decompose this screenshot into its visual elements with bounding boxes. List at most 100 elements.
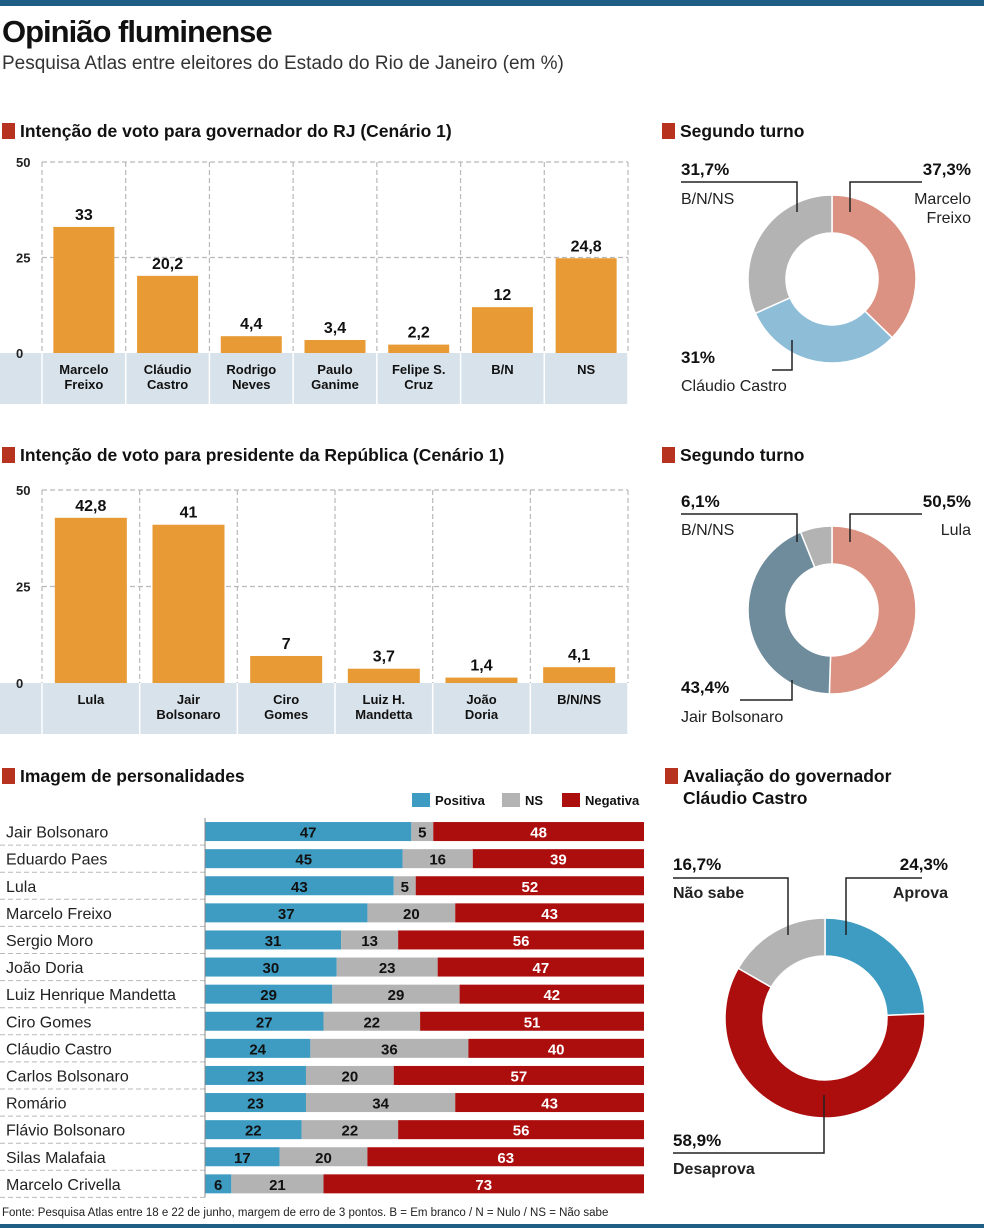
leader-line xyxy=(740,680,793,701)
stacked-segment-positiva xyxy=(205,1147,280,1167)
segment-value-label: 56 xyxy=(513,1123,530,1140)
segment-value-label: 5 xyxy=(418,825,426,842)
bar xyxy=(220,336,282,353)
row-name-label: Romário xyxy=(6,1096,67,1113)
section-governador-label: Intenção de voto para governador do RJ (… xyxy=(20,121,452,141)
segment-value-label: 20 xyxy=(315,1150,332,1167)
segment-value-label: 23 xyxy=(247,1096,264,1113)
bar-value-label: 3,7 xyxy=(373,649,395,666)
row-name-label: João Doria xyxy=(6,960,83,977)
slice-name-label: Desaprova xyxy=(673,1161,755,1178)
segment-value-label: 23 xyxy=(379,960,396,977)
stacked-segment-ns xyxy=(305,1093,456,1113)
segment-value-label: 20 xyxy=(403,906,420,923)
legend-swatch xyxy=(562,793,580,807)
stacked-segment-positiva xyxy=(205,876,394,896)
stacked-segment-ns xyxy=(402,849,473,869)
section-governador: Intenção de voto para governador do RJ (… xyxy=(2,120,452,142)
slice-percent-label: 50,5% xyxy=(923,492,971,511)
category-label: Freixo xyxy=(64,377,103,392)
segment-value-label: 13 xyxy=(361,933,378,950)
stacked-segment-positiva xyxy=(205,849,403,869)
category-label: Doria xyxy=(465,707,499,722)
row-name-label: Ciro Gomes xyxy=(6,1014,91,1031)
slice-percent-label: 43,4% xyxy=(681,678,729,697)
row-name-label: Carlos Bolsonaro xyxy=(6,1068,129,1085)
segment-value-label: 63 xyxy=(497,1150,514,1167)
stacked-segment-ns xyxy=(341,930,399,950)
section-marker xyxy=(665,768,678,784)
category-label: Ganime xyxy=(311,377,359,392)
legend-swatch xyxy=(502,793,520,807)
page-subtitle: Pesquisa Atlas entre eleitores do Estado… xyxy=(2,53,564,74)
leader-line xyxy=(849,513,922,542)
segment-value-label: 47 xyxy=(300,825,317,842)
leader-line xyxy=(849,181,922,212)
stacked-segment-negativa xyxy=(393,1065,644,1085)
row-name-label: Sergio Moro xyxy=(6,933,93,950)
slice-name-label: Marcelo xyxy=(914,191,971,208)
category-label: B/N/NS xyxy=(557,692,601,707)
segment-value-label: 23 xyxy=(247,1068,264,1085)
section-marker xyxy=(2,123,15,139)
y-tick-label: 50 xyxy=(16,155,30,170)
bar xyxy=(543,667,616,683)
segment-value-label: 45 xyxy=(295,852,312,869)
stacked-segment-ns xyxy=(336,957,438,977)
segment-value-label: 52 xyxy=(522,879,539,896)
legend-label: Negativa xyxy=(585,793,640,808)
section-pres-turno: Segundo turno xyxy=(662,444,804,466)
stacked-segment-negativa xyxy=(472,849,644,869)
slice-percent-label: 6,1% xyxy=(681,492,720,511)
stacked-segment-positiva xyxy=(205,930,342,950)
stacked-segment-ns xyxy=(393,876,416,896)
segment-value-label: 24 xyxy=(249,1041,266,1058)
segment-value-label: 48 xyxy=(530,825,547,842)
bar xyxy=(152,524,225,683)
slice-percent-label: 58,9% xyxy=(673,1131,721,1150)
category-label: Paulo xyxy=(317,362,352,377)
y-tick-label: 25 xyxy=(16,251,30,266)
row-name-label: Cláudio Castro xyxy=(6,1041,112,1058)
bar-value-label: 4,4 xyxy=(240,316,262,333)
bar-value-label: 41 xyxy=(180,505,198,522)
segment-value-label: 73 xyxy=(475,1177,492,1194)
section-marker xyxy=(2,447,15,463)
section-presidente: Intenção de voto para presidente da Repú… xyxy=(2,444,504,466)
segment-value-label: 57 xyxy=(511,1068,528,1085)
segment-value-label: 43 xyxy=(541,1096,558,1113)
stacked-segment-ns xyxy=(411,822,434,842)
legend-swatch xyxy=(412,793,430,807)
slice-name-label: Cláudio Castro xyxy=(681,378,787,395)
category-label: Jair xyxy=(177,692,200,707)
section-marker xyxy=(662,123,675,139)
bar-value-label: 20,2 xyxy=(152,256,183,273)
bar xyxy=(137,275,199,353)
segment-value-label: 31 xyxy=(265,933,282,950)
category-label: Rodrigo xyxy=(226,362,276,377)
slice-percent-label: 31% xyxy=(681,348,715,367)
stacked-segment-negativa xyxy=(437,957,644,977)
row-name-label: Silas Malafaia xyxy=(6,1150,106,1167)
row-name-label: Lula xyxy=(6,879,36,896)
bar-value-label: 3,4 xyxy=(324,320,346,337)
category-label-band xyxy=(0,353,628,404)
stacked-segment-negativa xyxy=(367,1147,644,1167)
bar-value-label: 7 xyxy=(282,636,291,653)
segment-value-label: 29 xyxy=(260,987,277,1004)
section-marker xyxy=(662,447,675,463)
stacked-segment-ns xyxy=(367,903,456,923)
donut-slice xyxy=(737,917,826,989)
segment-value-label: 21 xyxy=(269,1177,286,1194)
y-tick-label: 25 xyxy=(16,580,30,595)
section-imagem: Imagem de personalidades xyxy=(2,765,245,787)
stacked-segment-ns xyxy=(279,1147,368,1167)
slice-percent-label: 24,3% xyxy=(900,855,948,874)
leader-line xyxy=(772,340,793,371)
category-label: Mandetta xyxy=(355,707,413,722)
slice-name-label: Não sabe xyxy=(673,885,744,902)
section-marker xyxy=(2,768,15,784)
leader-line xyxy=(845,877,922,935)
stacked-segment-positiva xyxy=(205,957,337,977)
bar-value-label: 24,8 xyxy=(571,238,602,255)
